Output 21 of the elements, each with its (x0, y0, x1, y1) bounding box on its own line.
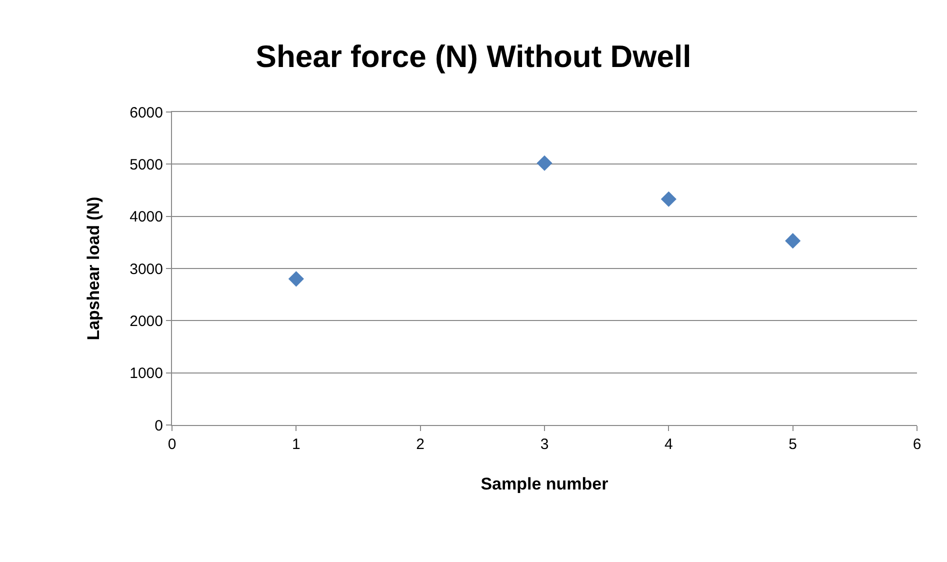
x-tick-label: 1 (292, 436, 300, 453)
x-tick-label: 4 (664, 436, 673, 453)
x-axis-title: Sample number (480, 474, 609, 494)
y-tick-label: 0 (154, 417, 163, 434)
y-tick-label: 2000 (130, 312, 163, 330)
y-tick-label: 4000 (130, 208, 163, 226)
y-tick-label: 1000 (130, 365, 163, 382)
y-axis-title: Lapshear load (N) (84, 196, 104, 340)
x-tick-label: 0 (168, 436, 176, 453)
y-tick-label: 6000 (130, 104, 163, 122)
y-tick-label: 3000 (130, 260, 163, 278)
x-tick-label: 6 (912, 436, 922, 453)
y-tick-label: 5000 (130, 156, 163, 174)
x-tick-label: 3 (540, 436, 549, 453)
x-tick-label: 5 (788, 436, 797, 453)
point (660, 191, 676, 207)
point (785, 233, 801, 249)
x-tick-label: 2 (416, 436, 424, 453)
point (288, 271, 304, 287)
chart-title: Shear force (N) Without Dwell (256, 39, 692, 74)
point (536, 155, 552, 171)
